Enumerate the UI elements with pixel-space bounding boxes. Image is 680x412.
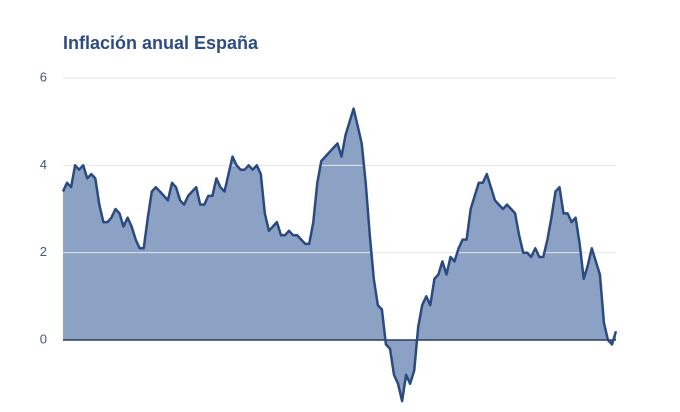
line bbox=[61, 107, 618, 403]
y-tick-label: 2 bbox=[40, 244, 47, 259]
area bbox=[63, 108, 616, 402]
chart-title: Inflación anual España bbox=[63, 33, 259, 53]
y-tick-label: 6 bbox=[40, 69, 47, 84]
y-tick-label: 4 bbox=[40, 157, 47, 172]
y-tick-label: 0 bbox=[40, 331, 47, 346]
